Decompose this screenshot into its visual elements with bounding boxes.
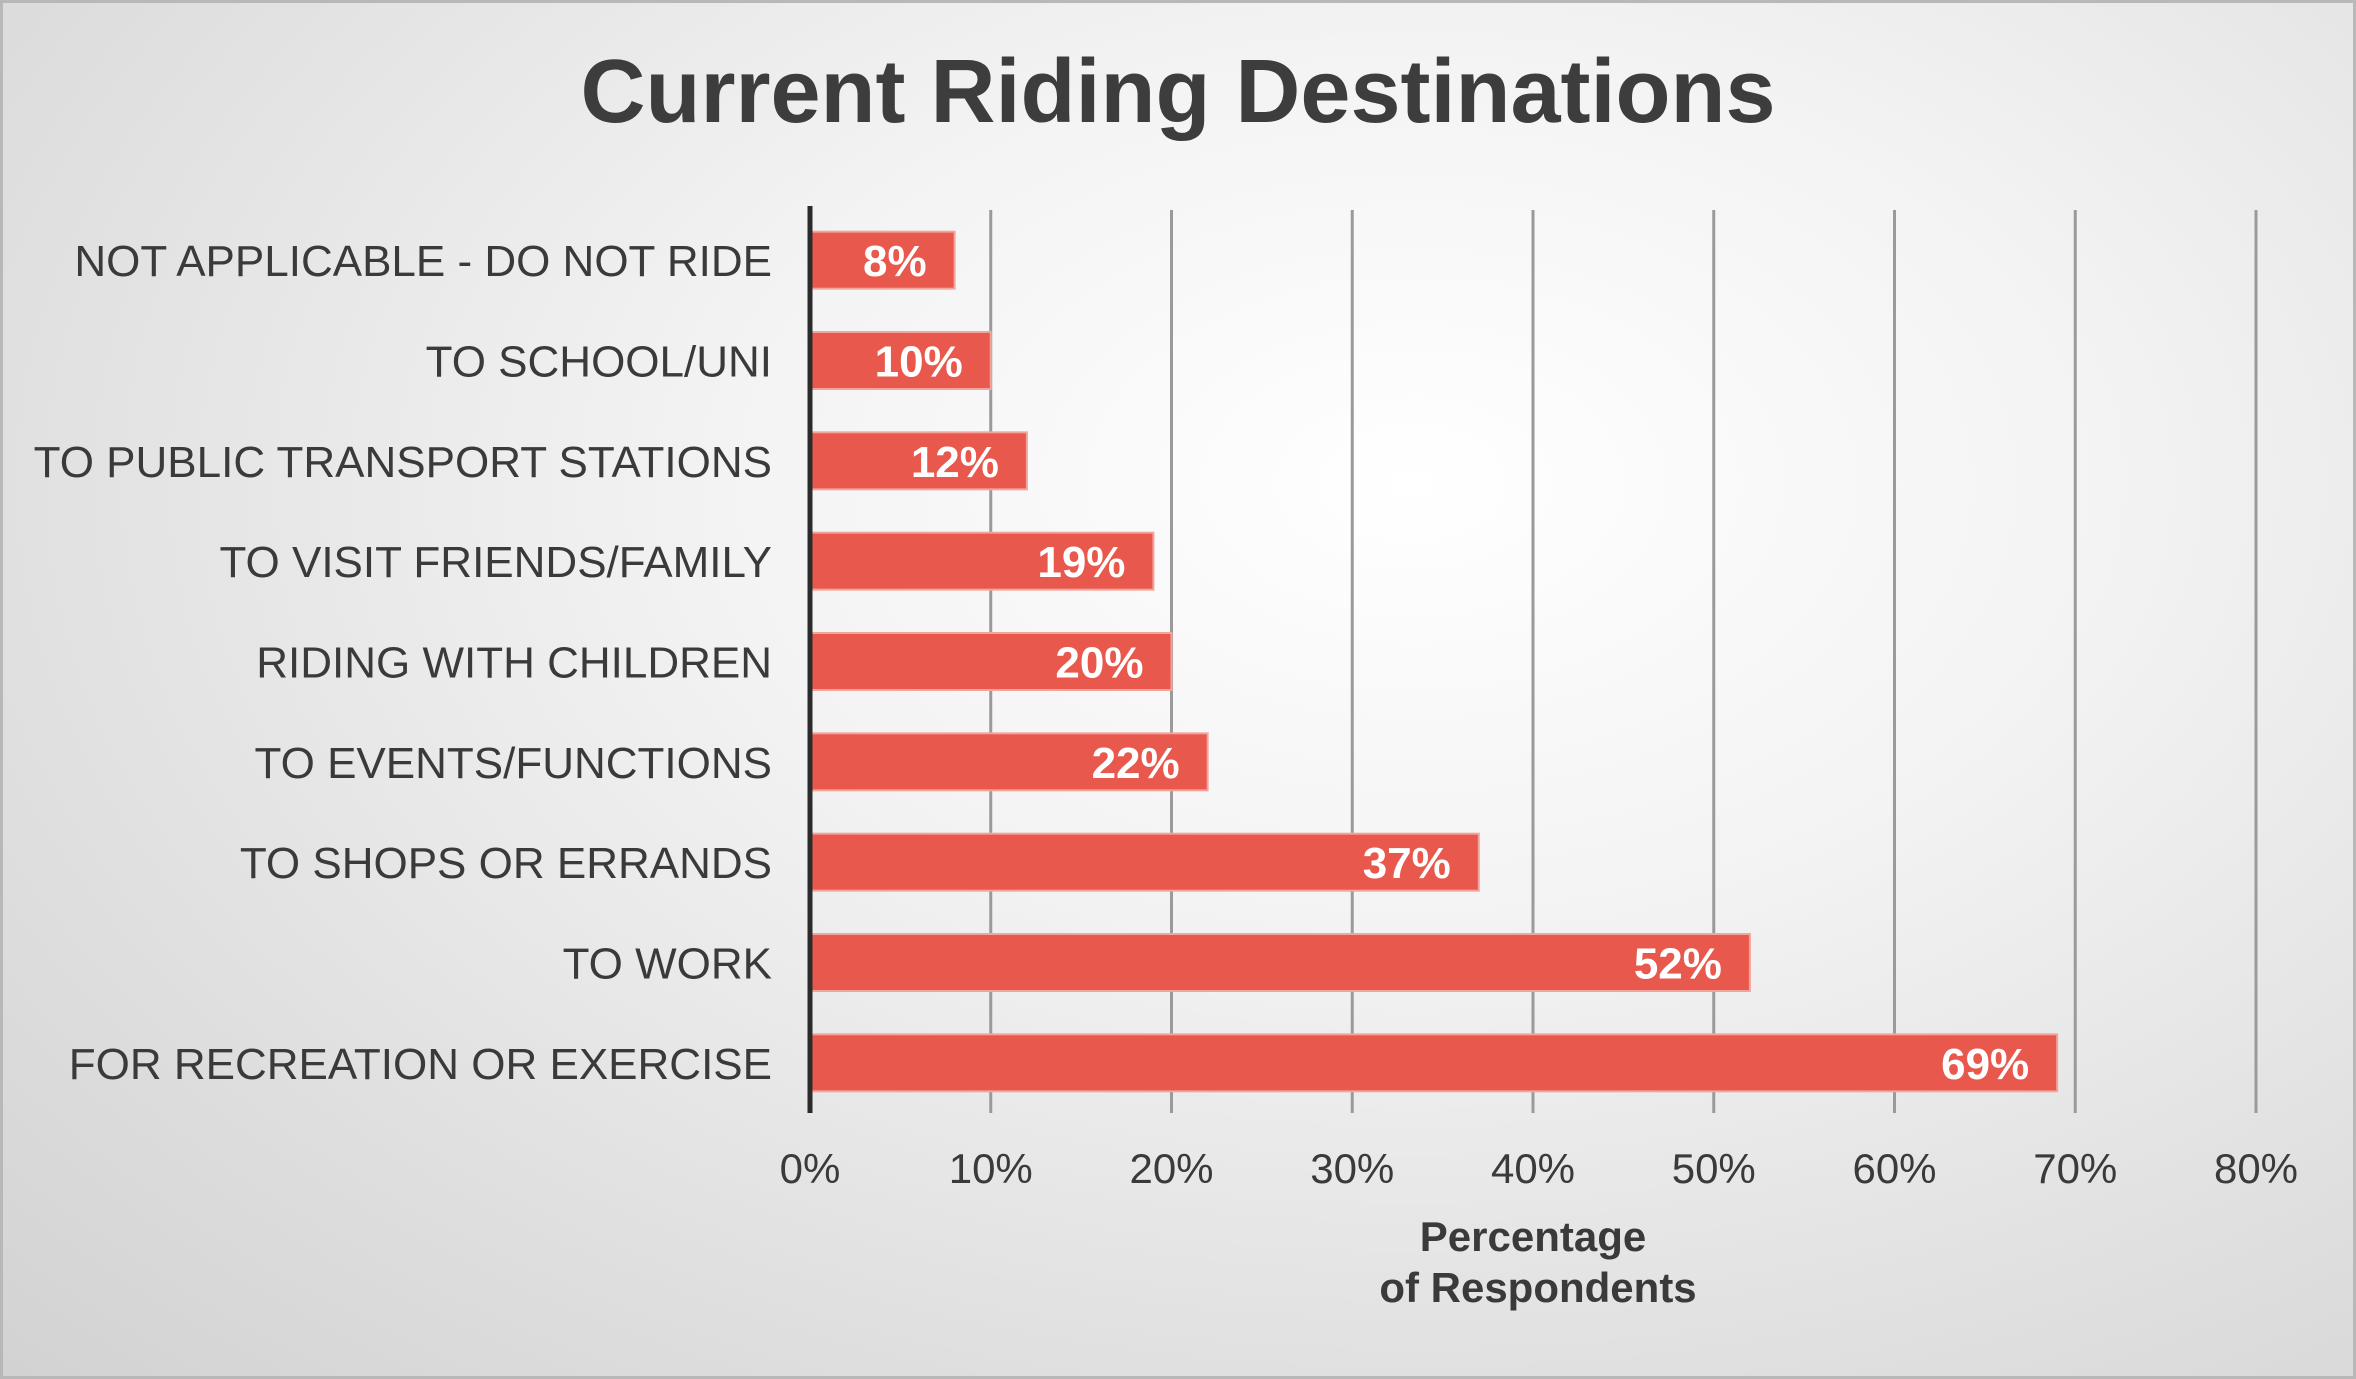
- category-label: TO WORK: [563, 940, 772, 989]
- bar: [809, 431, 1028, 491]
- x-tick-label: 0%: [780, 1145, 841, 1192]
- x-tick-label: 20%: [1129, 1145, 1213, 1192]
- category-labels: NOT APPLICABLE - DO NOT RIDE TO SCHOOL/UN…: [34, 237, 772, 1089]
- bar-value-label: 22%: [1092, 739, 1180, 788]
- x-tick-label: 70%: [2033, 1145, 2117, 1192]
- x-axis-title-line-2: of Respondents: [1379, 1264, 1696, 1311]
- bar-value-label: 52%: [1634, 940, 1722, 989]
- bar: [809, 230, 956, 290]
- category-label: TO SHOPS OR ERRANDS: [240, 839, 772, 888]
- x-tick-label: 30%: [1310, 1145, 1394, 1192]
- category-label: FOR RECREATION OR EXERCISE: [69, 1040, 772, 1089]
- category-label: TO PUBLIC TRANSPORT STATIONS: [34, 438, 772, 487]
- x-tick-label: 80%: [2214, 1145, 2298, 1192]
- x-tick-label: 10%: [949, 1145, 1033, 1192]
- bar-value-label: 10%: [875, 338, 963, 387]
- bar: [809, 832, 1480, 892]
- x-tick-label: 60%: [1852, 1145, 1936, 1192]
- category-label: TO SCHOOL/UNI: [426, 338, 772, 387]
- x-tick-labels: 0% 10% 20% 30% 40% 50% 60% 70% 80%: [780, 1145, 2298, 1192]
- bar: [809, 331, 992, 390]
- bar-value-label: 19%: [1037, 538, 1125, 587]
- category-label: TO EVENTS/FUNCTIONS: [255, 739, 772, 788]
- category-label: TO VISIT FRIENDS/FAMILY: [219, 538, 772, 587]
- bar: [809, 1033, 2059, 1093]
- bar-value-label: 69%: [1941, 1040, 2029, 1089]
- bar: [809, 531, 1155, 591]
- bar: [809, 933, 1751, 992]
- chart-title: Current Riding Destinations: [580, 42, 1775, 142]
- bar: [809, 732, 1209, 792]
- bar-value-label: 12%: [911, 438, 999, 487]
- bar-value-label: 37%: [1363, 839, 1451, 888]
- bars: 8% 10% 12% 19% 20% 22% 37% 52% 69%: [809, 230, 2059, 1093]
- category-label: NOT APPLICABLE - DO NOT RIDE: [74, 237, 772, 286]
- bar: [809, 632, 1173, 691]
- x-tick-label: 40%: [1491, 1145, 1575, 1192]
- bar-value-label: 20%: [1055, 639, 1143, 688]
- bar-value-label: 8%: [863, 237, 927, 286]
- x-tick-label: 50%: [1672, 1145, 1756, 1192]
- category-label: RIDING WITH CHILDREN: [256, 639, 772, 688]
- x-axis-title-line-1: Percentage: [1420, 1213, 1646, 1260]
